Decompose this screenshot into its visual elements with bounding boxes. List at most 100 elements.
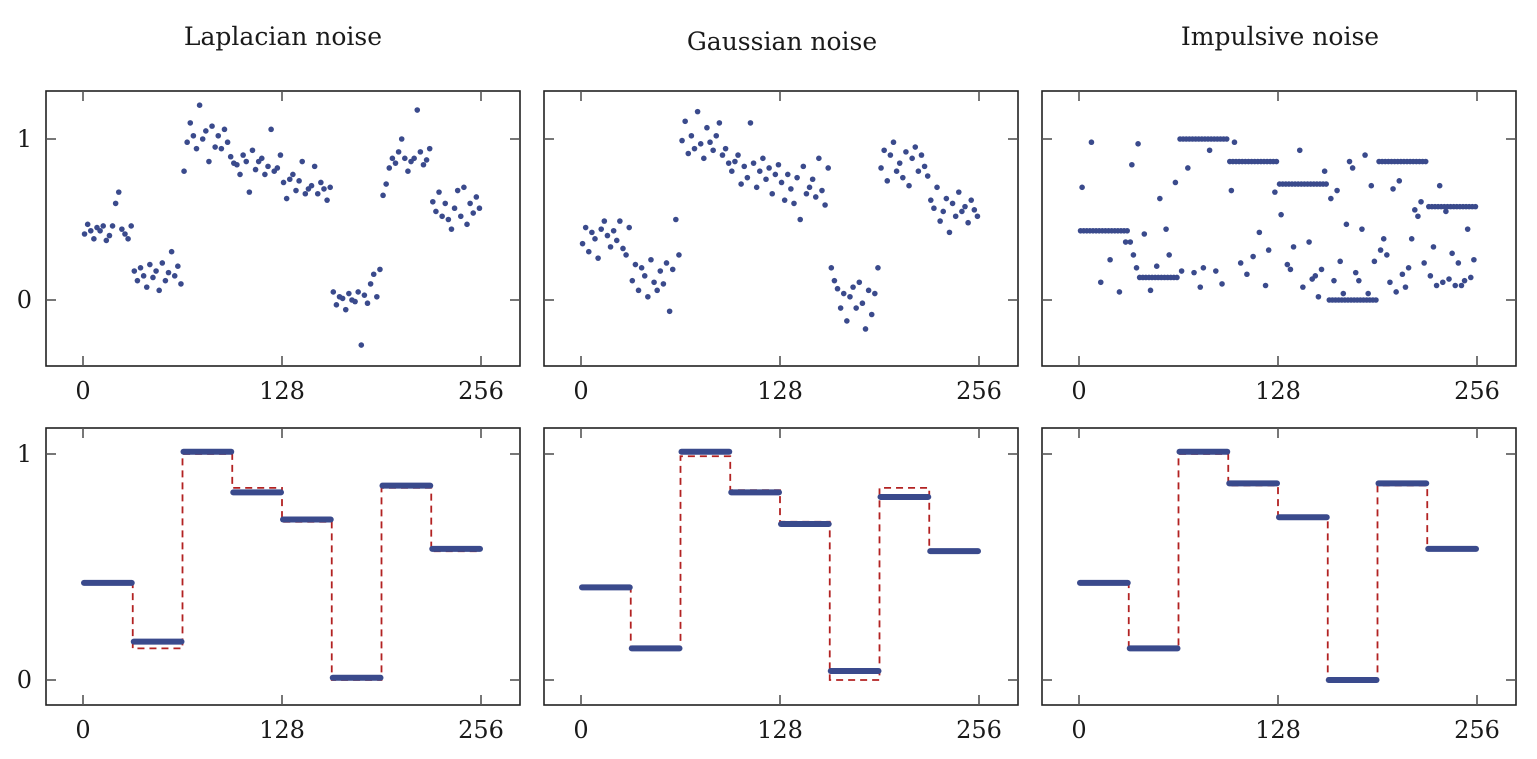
data-point <box>676 252 682 258</box>
data-point <box>663 260 670 266</box>
data-point <box>358 342 365 348</box>
data-point <box>719 152 726 158</box>
data-point <box>685 150 692 157</box>
data-point <box>119 226 125 232</box>
x-tick-label: 128 <box>259 377 305 405</box>
data-point <box>115 189 122 195</box>
data-point <box>392 160 399 166</box>
data-point <box>311 163 318 170</box>
data-point <box>122 231 128 237</box>
data-point <box>912 144 919 150</box>
data-point <box>1421 260 1427 266</box>
data-point <box>318 179 324 186</box>
data-point <box>738 181 744 187</box>
data-point <box>1129 161 1135 168</box>
data-point <box>1343 221 1350 228</box>
data-point <box>131 268 138 274</box>
data-point <box>900 174 906 181</box>
x-tick-label: 256 <box>956 377 1002 405</box>
data-point <box>417 149 424 155</box>
data-point <box>1079 184 1085 191</box>
data-point <box>906 182 912 189</box>
data-point <box>710 147 716 154</box>
data-point <box>398 136 405 142</box>
x-tick-label: 256 <box>458 716 504 744</box>
data-point <box>1412 207 1418 213</box>
noisy-panel-0: 0 128 256 0 1 <box>17 90 521 405</box>
data-point <box>788 186 794 192</box>
data-point <box>420 161 427 168</box>
data-point <box>103 237 110 244</box>
data-point <box>931 205 937 212</box>
data-point <box>1141 231 1148 237</box>
data-point <box>206 158 212 165</box>
data-point <box>974 213 981 220</box>
data-point <box>470 210 477 216</box>
data-point <box>252 166 259 173</box>
data-point <box>803 190 810 197</box>
data-point <box>1436 182 1443 189</box>
data-point <box>828 265 835 271</box>
data-point <box>1256 229 1263 236</box>
data-point <box>881 147 887 154</box>
data-point <box>100 223 107 229</box>
y-tick-label: 1 <box>17 440 32 468</box>
data-point <box>199 136 206 142</box>
noisy-panel-1: 0 128 256 <box>543 90 1019 405</box>
data-point <box>673 216 679 223</box>
data-point <box>367 281 374 287</box>
data-point <box>753 184 760 191</box>
plot-frame <box>1041 427 1517 706</box>
data-point <box>1219 281 1225 287</box>
x-tick-label: 128 <box>1255 377 1301 405</box>
data-point <box>159 260 166 266</box>
plot-frame <box>543 90 1019 367</box>
data-point <box>794 174 800 181</box>
data-point <box>190 132 197 139</box>
data-point <box>339 295 346 302</box>
data-point <box>1166 252 1172 258</box>
data-point <box>924 173 931 179</box>
data-point <box>153 268 159 274</box>
data-point <box>800 163 807 170</box>
data-point <box>847 293 853 300</box>
data-point <box>679 137 685 144</box>
data-point <box>193 145 200 152</box>
data-point <box>735 152 741 158</box>
data-point <box>383 181 389 187</box>
data-point <box>1278 211 1284 218</box>
data-point <box>921 163 928 170</box>
data-point <box>971 207 978 213</box>
data-point <box>433 208 439 215</box>
data-point <box>330 289 337 295</box>
data-point <box>707 139 713 146</box>
y-tick-label: 0 <box>17 286 32 314</box>
data-point <box>694 108 701 115</box>
data-point <box>184 139 190 146</box>
data-point <box>1328 195 1334 202</box>
plot-frame <box>45 90 521 367</box>
data-point <box>750 160 757 166</box>
data-point <box>218 145 225 152</box>
data-point <box>1418 198 1424 205</box>
data-point <box>1296 147 1303 154</box>
data-point <box>1384 252 1390 258</box>
data-point <box>274 165 281 171</box>
data-point <box>1467 274 1474 281</box>
data-point <box>342 306 349 313</box>
data-point <box>333 302 340 308</box>
data-point <box>181 168 187 174</box>
data-point <box>97 227 103 234</box>
data-point <box>224 139 231 146</box>
data-point <box>1306 239 1312 245</box>
data-point <box>1122 239 1129 245</box>
data-point <box>784 171 791 178</box>
data-point <box>1427 273 1434 279</box>
data-point <box>1088 139 1095 146</box>
data-point <box>744 174 751 181</box>
data-point <box>402 155 408 162</box>
data-point <box>268 126 274 133</box>
data-point <box>937 218 943 224</box>
data-point <box>280 179 287 186</box>
